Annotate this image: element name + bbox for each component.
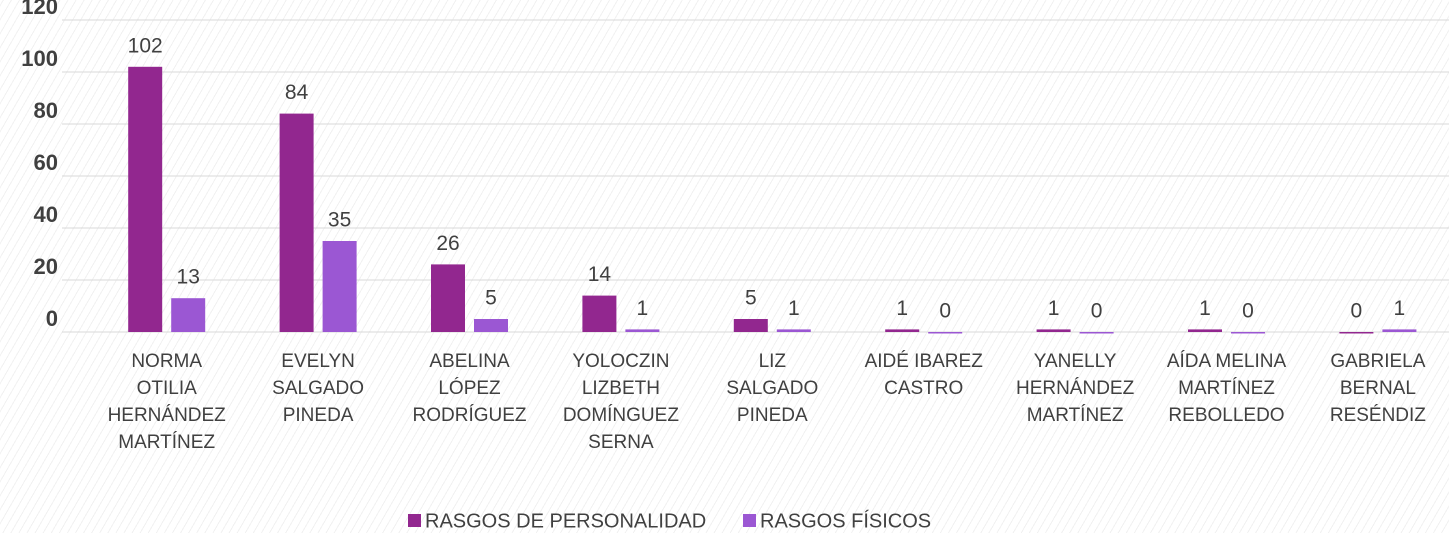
x-tick-label: ABELINA LÓPEZ RODRÍGUEZ [412,351,527,426]
x-tick-label: LIZ SALGADO PINEDA [726,351,819,426]
data-label: 1 [788,297,800,320]
bar [171,298,206,332]
y-tick-label: 120 [21,0,58,19]
x-tick-label: YOLOCZIN LIZBETH DOMÍNGUEZ SERNA [562,351,679,453]
bar [582,295,617,332]
data-label: 0 [1091,300,1103,323]
y-tick-label: 40 [34,202,58,227]
bar [128,66,163,333]
data-label: 1 [1199,297,1211,320]
y-tick-label: 60 [34,150,58,175]
data-label: 1 [896,297,908,320]
data-label: 1 [1394,297,1406,320]
bar [474,319,508,332]
legend-label: RASGOS DE PERSONALIDAD [425,510,706,532]
data-label: 0 [1351,300,1363,323]
x-tick-label: AIDÉ IBAREZ CASTRO [864,351,983,399]
bar [1188,329,1222,332]
data-label: 13 [177,266,200,289]
x-tick-label: YANELLY HERNÁNDEZ MARTÍNEZ [1015,351,1135,426]
data-label: 0 [939,300,951,323]
data-label: 102 [128,34,163,57]
bar [928,332,963,334]
bar [431,264,465,332]
legend-swatch [743,514,756,527]
bar [776,329,811,332]
data-label: 84 [285,81,309,104]
bar [322,241,357,332]
data-label: 0 [1242,300,1254,323]
y-tick-label: 80 [34,98,58,123]
data-label: 26 [436,232,459,255]
data-label: 5 [745,287,757,310]
bar [1382,329,1417,332]
bar [1231,332,1265,334]
x-tick-label: GABRIELA BERNAL RESÉNDIZ [1329,351,1426,426]
bar [279,113,314,332]
y-tick-label: 20 [34,254,58,279]
y-tick-label: 100 [21,46,58,71]
bar [885,329,920,332]
bar [1339,332,1374,334]
legend-swatch [408,514,421,527]
bar [1036,329,1071,332]
legend-label: RASGOS FÍSICOS [760,509,931,532]
data-label: 1 [637,297,649,320]
bar [1079,332,1114,334]
x-tick-label: NORMA OTILIA HERNÁNDEZ MARTÍNEZ [107,351,226,453]
x-tick-label: EVELYN SALGADO PINEDA [272,351,365,426]
bar [625,329,660,332]
data-label: 5 [485,287,497,310]
x-tick-label: AÍDA MELINA MARTÍNEZ REBOLLEDO [1166,351,1287,426]
data-label: 35 [328,209,351,232]
y-tick-label: 0 [46,306,58,331]
data-label: 14 [588,263,612,286]
bar [733,319,768,332]
data-label: 1 [1048,297,1060,320]
